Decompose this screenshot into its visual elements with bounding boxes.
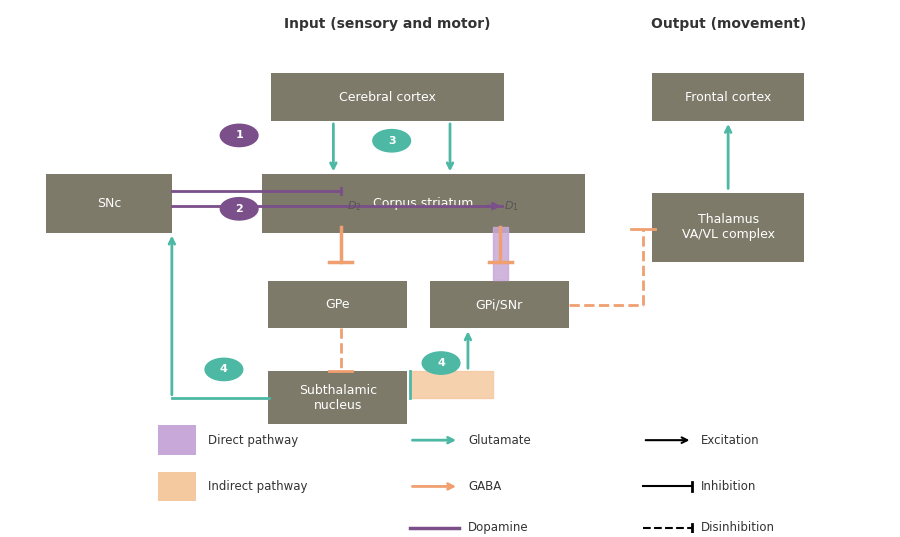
Text: Thalamus
VA/VL complex: Thalamus VA/VL complex [681, 213, 775, 242]
Text: GPi/SNr: GPi/SNr [476, 298, 523, 311]
FancyBboxPatch shape [268, 281, 408, 329]
Circle shape [422, 352, 460, 374]
Text: SNc: SNc [97, 197, 122, 210]
Text: Disinhibition: Disinhibition [701, 521, 775, 534]
Text: Subthalamic
nucleus: Subthalamic nucleus [299, 383, 377, 412]
FancyBboxPatch shape [268, 371, 408, 424]
Text: Output (movement): Output (movement) [651, 17, 806, 31]
Text: Frontal cortex: Frontal cortex [685, 91, 771, 104]
FancyBboxPatch shape [158, 471, 196, 502]
Polygon shape [493, 228, 508, 280]
Circle shape [373, 129, 410, 152]
FancyBboxPatch shape [652, 73, 805, 121]
FancyBboxPatch shape [46, 174, 172, 233]
Circle shape [220, 198, 258, 220]
Polygon shape [410, 371, 493, 397]
FancyBboxPatch shape [430, 281, 569, 329]
FancyBboxPatch shape [262, 174, 585, 233]
FancyBboxPatch shape [652, 193, 805, 262]
FancyBboxPatch shape [158, 425, 196, 455]
Text: Dopamine: Dopamine [468, 521, 528, 534]
Text: Direct pathway: Direct pathway [208, 434, 298, 447]
Text: $D_1$: $D_1$ [504, 199, 518, 213]
Text: Indirect pathway: Indirect pathway [208, 480, 307, 493]
Text: 1: 1 [235, 130, 243, 140]
Circle shape [220, 124, 258, 147]
Text: 3: 3 [388, 136, 395, 146]
Text: 2: 2 [235, 204, 243, 214]
FancyBboxPatch shape [271, 73, 504, 121]
Text: $D_2$: $D_2$ [346, 199, 362, 213]
Text: GABA: GABA [468, 480, 501, 493]
Text: GPe: GPe [326, 298, 350, 311]
Text: 4: 4 [220, 365, 228, 374]
Text: Corpus striatum: Corpus striatum [373, 197, 473, 210]
Text: Excitation: Excitation [701, 434, 760, 447]
Text: Input (sensory and motor): Input (sensory and motor) [284, 17, 490, 31]
Text: Inhibition: Inhibition [701, 480, 757, 493]
Text: 4: 4 [437, 358, 445, 368]
Text: Glutamate: Glutamate [468, 434, 531, 447]
Text: Cerebral cortex: Cerebral cortex [338, 91, 436, 104]
Circle shape [205, 358, 243, 381]
